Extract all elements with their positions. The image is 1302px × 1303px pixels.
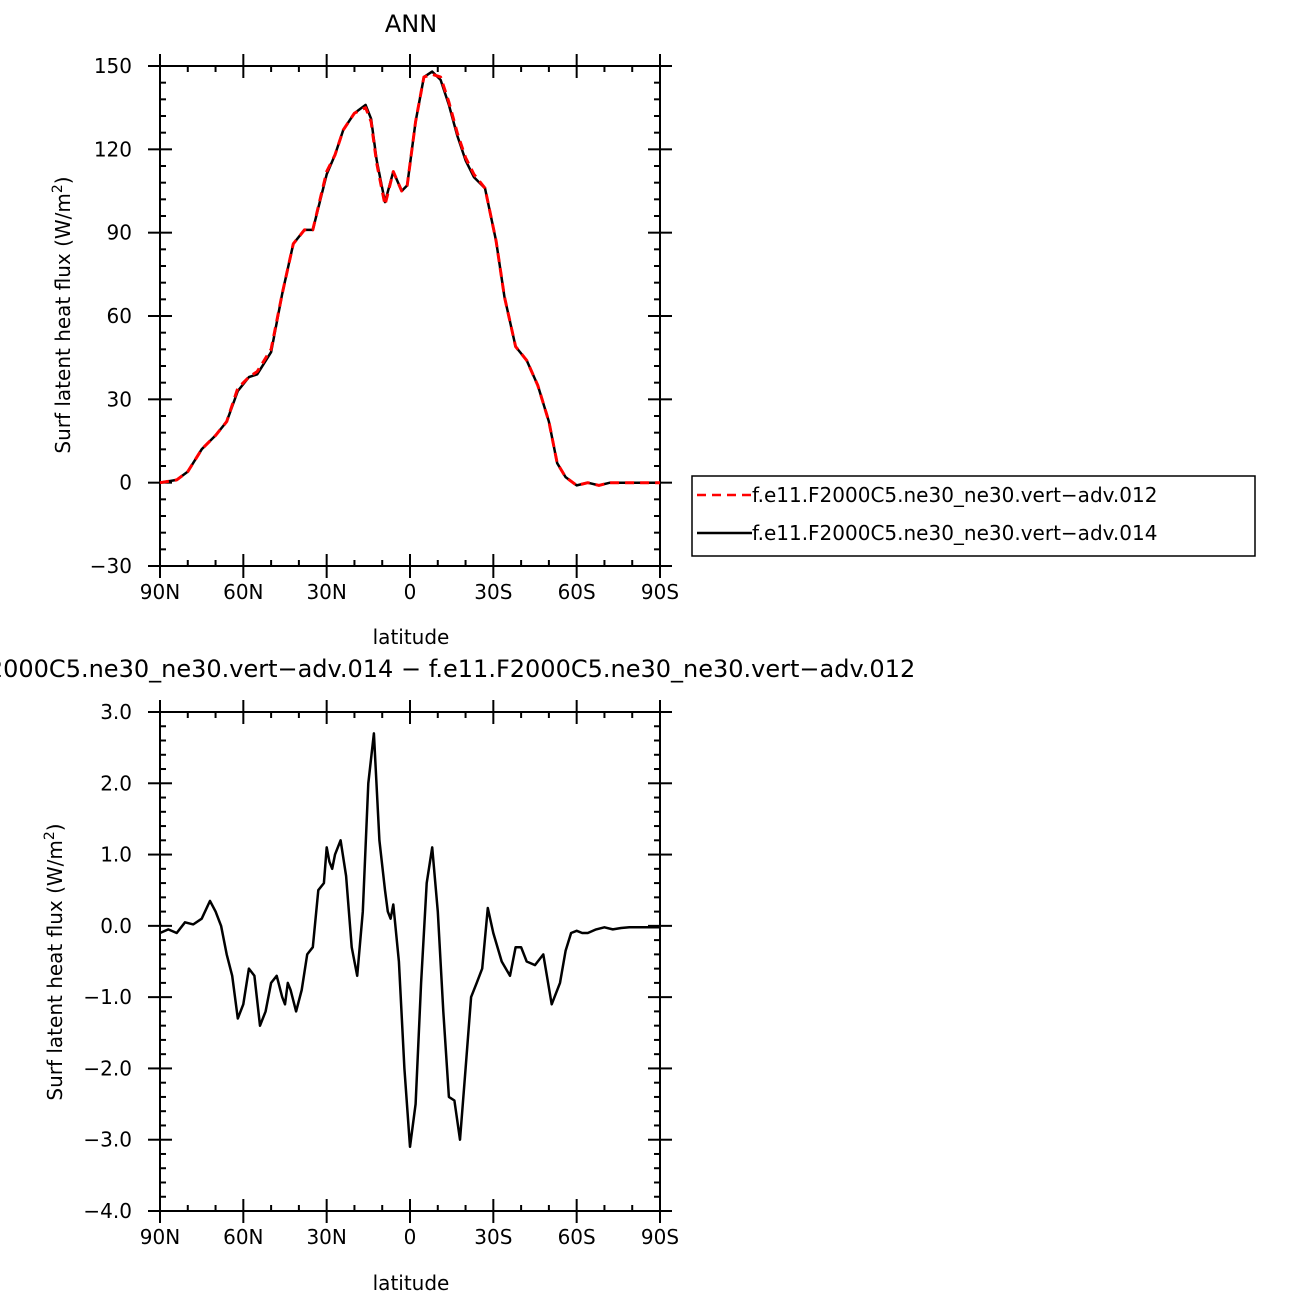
bottom-y-axis-label: Surf latent heat flux (W/m2) [42, 823, 67, 1100]
top-y-tick-label: 150 [94, 54, 132, 78]
top-y-tick-label: 30 [107, 387, 132, 411]
bottom-x-tick-label: 0 [404, 1225, 417, 1249]
legend-label-014: f.e11.F2000C5.ne30_ne30.vert−adv.014 [752, 521, 1157, 545]
bottom-series-lines [159, 732, 660, 1149]
legend: f.e11.F2000C5.ne30_ne30.vert−adv.012 f.e… [691, 475, 1256, 557]
top-plot-frame [159, 65, 661, 567]
top-y-tick-label: 0 [119, 471, 132, 495]
top-x-tick-label: 60N [223, 580, 263, 604]
bottom-x-tick-label: 90N [140, 1225, 180, 1249]
top-axes: 90N 60N 30N 0 30S 60S 90S −30 0 30 60 90 120 150 [90, 54, 679, 604]
top-x-tick-label: 90S [641, 580, 679, 604]
top-x-tick-label: 30N [306, 580, 346, 604]
bottom-x-tick-label: 60S [558, 1225, 596, 1249]
bottom-axes: 90N 60N 30N 0 30S 60S 90S −4.0 −3.0 −2.0 −1.0 0.0 1.… [83, 700, 679, 1249]
top-x-axis-label: latitude [373, 625, 450, 649]
top-y-tick-label: 120 [94, 137, 132, 161]
bottom-x-axis-label: latitude [373, 1271, 450, 1295]
bottom-x-tick-label: 90S [641, 1225, 679, 1249]
top-y-tick-label: 60 [107, 304, 132, 328]
top-x-tick-label: 60S [558, 580, 596, 604]
top-y-tick-label: 90 [107, 221, 132, 245]
bottom-x-tick-label: 30S [474, 1225, 512, 1249]
top-plot-title: ANN [385, 10, 437, 38]
legend-label-012: f.e11.F2000C5.ne30_ne30.vert−adv.012 [752, 483, 1157, 507]
top-y-tick-label: −30 [90, 554, 132, 578]
bottom-y-tick-label: 2.0 [100, 771, 132, 795]
top-y-axis-label: Surf latent heat flux (W/m2) [50, 176, 75, 453]
bottom-y-tick-label: 3.0 [100, 700, 132, 724]
top-x-tick-label: 0 [404, 580, 417, 604]
bottom-y-tick-label: −3.0 [83, 1128, 132, 1152]
bottom-plot-title: f.e11.F2000C5.ne30_ne30.vert−adv.014 − f… [0, 655, 915, 683]
top-series-lines [159, 70, 660, 487]
top-x-tick-label: 30S [474, 580, 512, 604]
top-panel: ANN 90N 60N 30N 0 30S 60S 90S−300306090120150 … [50, 10, 679, 649]
top-x-tick-label: 90N [140, 580, 180, 604]
bottom-y-tick-label: −2.0 [83, 1056, 132, 1080]
top-series-line-0 [159, 72, 660, 487]
bottom-x-tick-label: 60N [223, 1225, 263, 1249]
bottom-series-line-0 [159, 732, 660, 1149]
bottom-y-tick-label: −4.0 [83, 1199, 132, 1223]
bottom-x-tick-label: 30N [306, 1225, 346, 1249]
top-series-line-1 [159, 70, 660, 487]
legend-box [691, 475, 1256, 557]
bottom-y-tick-label: 1.0 [100, 843, 132, 867]
bottom-y-tick-label: −1.0 [83, 985, 132, 1009]
bottom-panel: f.e11.F2000C5.ne30_ne30.vert−adv.014 − f… [0, 655, 915, 1295]
bottom-y-tick-label: 0.0 [100, 914, 132, 938]
